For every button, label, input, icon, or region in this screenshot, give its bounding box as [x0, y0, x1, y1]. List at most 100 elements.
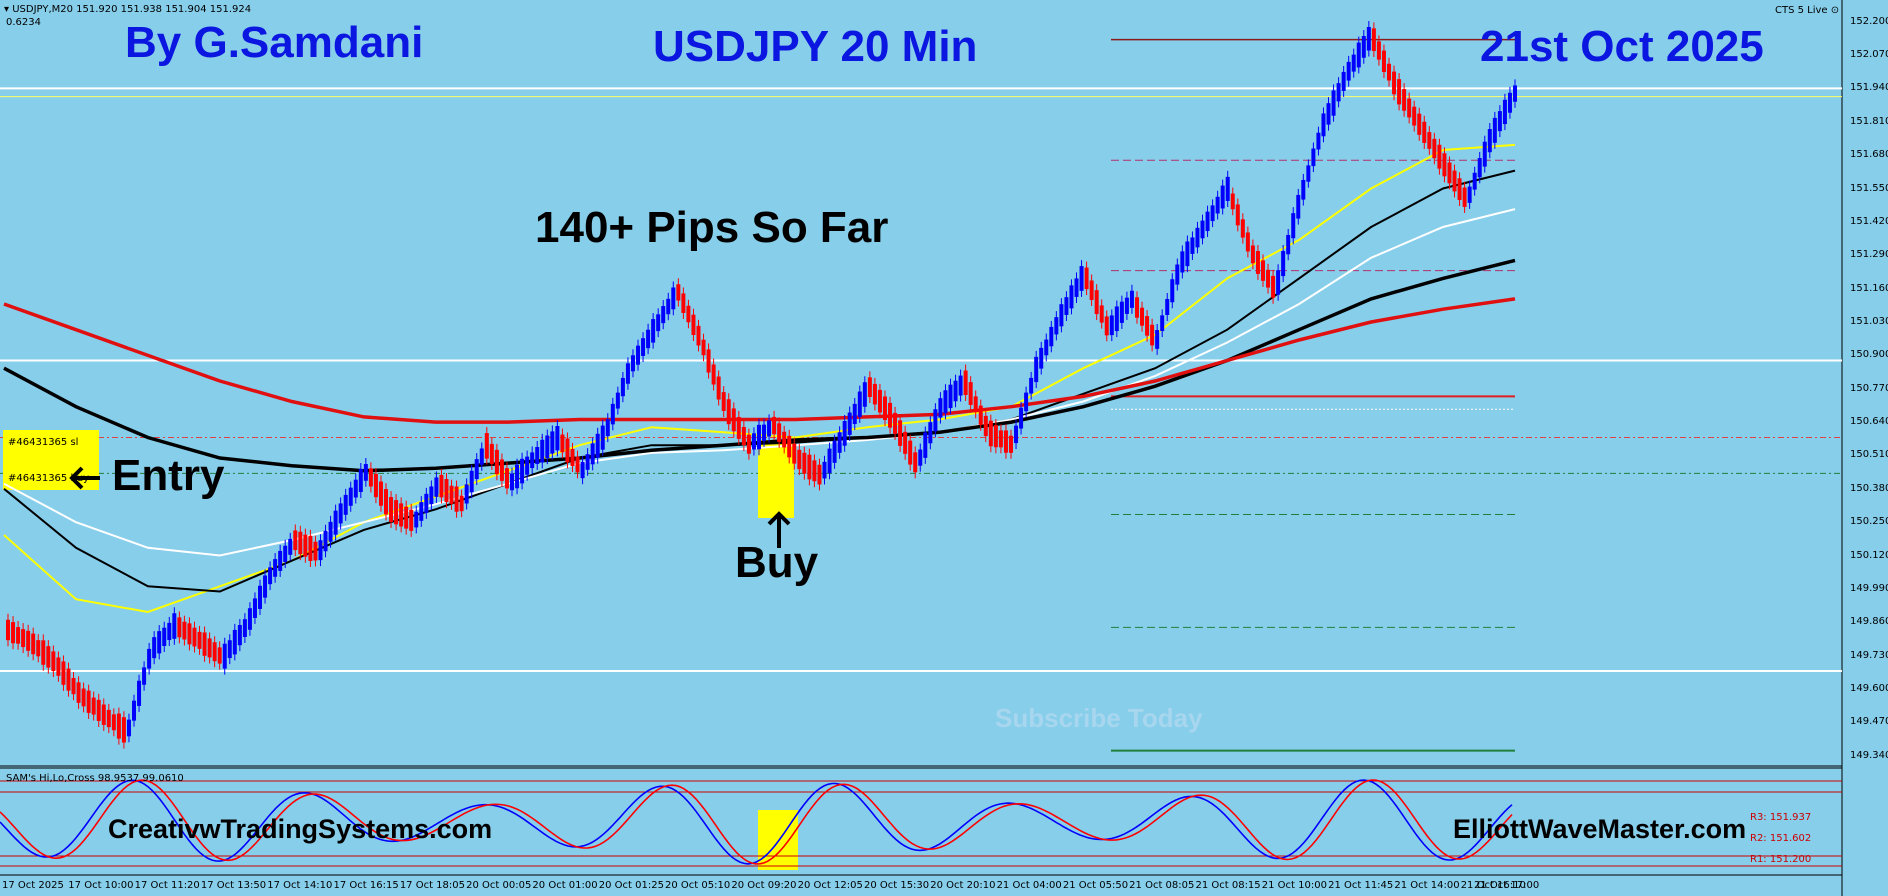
candle-body [787, 435, 792, 458]
candle-body [580, 461, 585, 479]
buy-arrow-icon [767, 511, 791, 548]
candle-body [147, 648, 152, 669]
candle-body [560, 434, 565, 453]
candle-body [555, 426, 560, 451]
candle-body [998, 430, 1003, 448]
candle-body [56, 657, 61, 676]
candle-body [21, 629, 26, 648]
time-tick-label: 20 Oct 01:25 [598, 880, 664, 891]
candle-body [1341, 71, 1346, 91]
candle-body [797, 449, 802, 470]
candle-body [1175, 264, 1180, 285]
candle-body [918, 449, 923, 466]
date-label: 21st Oct 2025 [1480, 22, 1764, 71]
time-tick-label: 21 Oct 16:10 [1460, 880, 1526, 891]
candle-body [595, 433, 600, 458]
oscillator-fast-line [0, 779, 1513, 865]
candle-body [469, 470, 474, 493]
candle-body [983, 415, 988, 437]
candle-body [590, 443, 595, 465]
candle-body [1502, 99, 1507, 125]
candle-body [938, 398, 943, 418]
time-tick-label: 17 Oct 11:20 [134, 880, 200, 891]
candle-body [842, 421, 847, 446]
candle-body [192, 627, 197, 647]
candle-body [1089, 280, 1094, 300]
candle-body [1220, 185, 1225, 209]
candle-body [1361, 36, 1366, 58]
candle-body [318, 540, 323, 561]
candle-body [353, 479, 358, 498]
candle-body [1069, 285, 1074, 309]
order-sl-tag[interactable]: #46431365 sl [8, 437, 79, 448]
symbol-info: ▾ USDJPY,M20 151.920 151.938 151.904 151… [4, 4, 252, 15]
candle-body [1074, 278, 1079, 297]
candle-body [348, 487, 353, 506]
candle-body [1225, 176, 1230, 201]
candle-body [923, 432, 928, 458]
candle-body [1487, 129, 1492, 153]
candle-body [414, 511, 419, 528]
candle-body [731, 408, 736, 432]
candle-body [1029, 377, 1034, 394]
time-tick-label: 20 Oct 12:05 [797, 880, 863, 891]
candle-body [973, 396, 978, 413]
candle-body [1266, 269, 1271, 288]
candle-body [1412, 106, 1417, 126]
candle-body [86, 690, 91, 713]
time-tick-label: 20 Oct 00:05 [466, 880, 532, 891]
candle-body [1140, 307, 1145, 326]
candle-body [1276, 270, 1281, 295]
candle-body [625, 363, 630, 384]
live-label[interactable]: CTS 5 Live ⊙ [1775, 5, 1840, 16]
candle-body [459, 495, 464, 512]
candle-body [1230, 193, 1235, 210]
candle-body [1507, 92, 1512, 113]
candle-body [817, 464, 822, 485]
candle-body [701, 339, 706, 356]
candle-body [570, 448, 575, 467]
candle-body [1255, 251, 1260, 274]
candle-body [706, 349, 711, 373]
candle-body [404, 506, 409, 529]
candle-body [1215, 196, 1220, 214]
candle-body [1422, 121, 1427, 143]
candle-body [273, 559, 278, 577]
candle-body [1442, 153, 1447, 177]
candle-body [1019, 407, 1024, 429]
candle-body [963, 370, 968, 395]
candle-body [888, 402, 893, 428]
price-tick-label: 151.030 [1850, 315, 1888, 327]
candle-body [641, 338, 646, 356]
candle-body [373, 473, 378, 498]
candle-body [1482, 141, 1487, 167]
candle-body [1104, 316, 1109, 336]
candle-body [1165, 298, 1170, 315]
price-tick-label: 151.550 [1850, 182, 1888, 194]
order-buy-tag[interactable]: #46431365 buy [8, 473, 90, 484]
candle-body [182, 621, 187, 640]
candle-body [1260, 260, 1265, 281]
candle-body [61, 661, 66, 685]
candle-body [116, 713, 121, 739]
time-tick-label: 17 Oct 16:15 [333, 880, 399, 891]
pips-label: 140+ Pips So Far [535, 203, 889, 252]
candle-body [676, 284, 681, 301]
candle-body [988, 420, 993, 447]
candle-body [1366, 27, 1371, 51]
candle-body [1003, 430, 1008, 453]
time-tick-label: 17 Oct 2025 [2, 880, 64, 891]
candle-body [600, 425, 605, 450]
candle-body [1210, 205, 1215, 222]
candle-body [1306, 165, 1311, 182]
candle-body [1160, 315, 1165, 332]
candle-body [1316, 132, 1321, 150]
candle-body [520, 458, 525, 484]
candle-body [36, 640, 41, 657]
candle-body [656, 314, 661, 332]
candle-body [11, 622, 16, 644]
candle-body [953, 380, 958, 402]
price-tick-label: 149.600 [1850, 683, 1888, 694]
